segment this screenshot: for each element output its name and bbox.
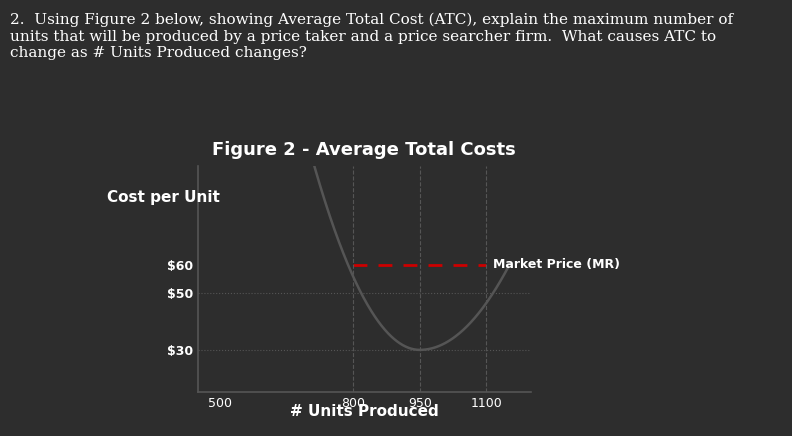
Text: # Units Produced: # Units Produced bbox=[290, 404, 439, 419]
Text: Market Price (MR): Market Price (MR) bbox=[493, 259, 620, 271]
Text: 2.  Using Figure 2 below, showing Average Total Cost (ATC), explain the maximum : 2. Using Figure 2 below, showing Average… bbox=[10, 13, 733, 60]
Title: Figure 2 - Average Total Costs: Figure 2 - Average Total Costs bbox=[212, 140, 516, 159]
Text: Cost per Unit: Cost per Unit bbox=[107, 190, 220, 204]
